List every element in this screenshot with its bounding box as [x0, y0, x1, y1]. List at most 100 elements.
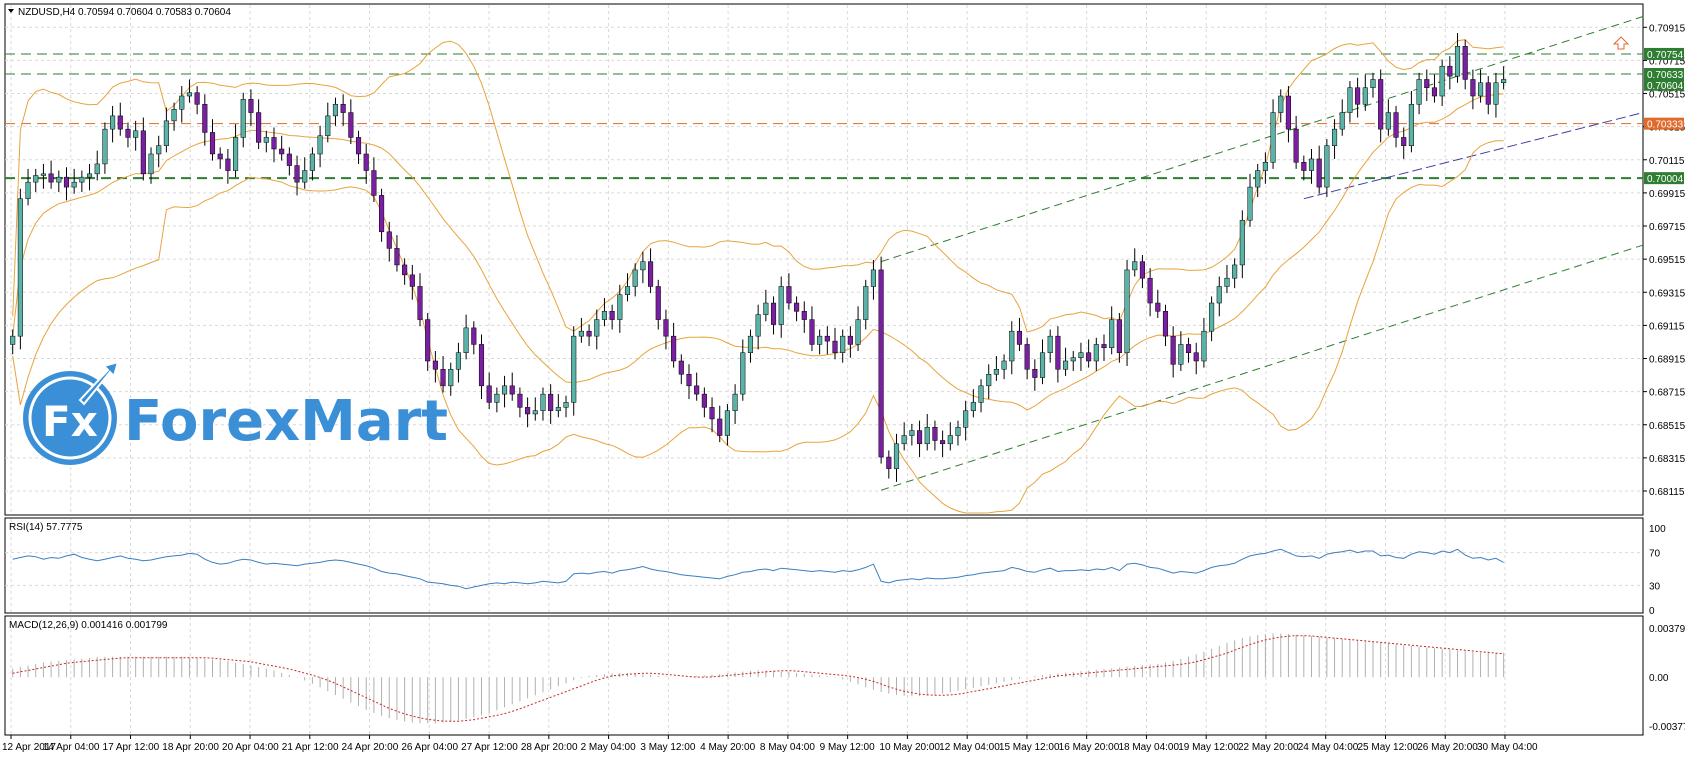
candle-bull — [763, 302, 769, 315]
candle-bull — [532, 410, 538, 415]
candle-bull — [79, 176, 85, 183]
price-tick-label: 0.69315 — [1649, 288, 1685, 299]
candle-bull — [978, 385, 984, 403]
candle-bull — [755, 314, 761, 337]
candle-bull — [840, 335, 846, 353]
candle-bull — [1331, 128, 1338, 146]
time-tick-label: 10 May 20:00 — [879, 742, 940, 753]
time-tick-label: 27 Apr 12:00 — [461, 742, 518, 753]
candle-bull — [1501, 79, 1507, 84]
macd-tick-label: 0.00 — [1649, 673, 1669, 684]
candle-bull — [594, 319, 600, 337]
candle-bear — [386, 231, 392, 249]
rsi-tick-label: 30 — [1649, 581, 1661, 592]
price-tick-label: 0.70915 — [1649, 23, 1685, 34]
candle-bear — [1139, 261, 1145, 279]
candle-bear — [1116, 319, 1122, 353]
macd-signal-line — [12, 635, 1504, 722]
candle-bull — [186, 92, 193, 97]
candle-bull — [1178, 344, 1184, 365]
price-tag-label: 0.70633 — [1647, 70, 1684, 81]
candle-bull — [1278, 95, 1284, 113]
price-tick-label: 0.70515 — [1649, 90, 1685, 101]
logo-text: ForexMart — [124, 389, 448, 454]
time-tick-label: 25 May 12:00 — [1357, 742, 1418, 753]
candle-bull — [901, 435, 907, 445]
candle-bull — [747, 335, 754, 353]
time-tick-label: 26 May 20:00 — [1417, 742, 1478, 753]
time-tick-label: 14 Apr 04:00 — [43, 742, 100, 753]
rsi-tick-label: 0 — [1649, 606, 1655, 617]
candle-bear — [1086, 352, 1092, 362]
candle-bull — [624, 286, 631, 295]
candle-bull — [1247, 186, 1253, 221]
candle-bear — [379, 195, 385, 233]
bollinger-lo — [12, 140, 1504, 514]
candle-bull — [102, 128, 108, 165]
candle-bull — [1109, 319, 1115, 348]
candle-bear — [125, 128, 131, 138]
candle-bull — [86, 173, 93, 178]
candle-bear — [117, 115, 123, 130]
candle-bear — [517, 393, 523, 408]
candle-bull — [740, 352, 746, 395]
candle-bull — [309, 153, 315, 171]
candle-bull — [1132, 261, 1138, 271]
time-tick-label: 2 May 04:00 — [581, 742, 636, 753]
logo-badge-text: Fx — [42, 397, 98, 446]
candle-bear — [1447, 65, 1453, 77]
time-tick-label: 22 May 20:00 — [1238, 742, 1299, 753]
candle-bear — [1431, 87, 1438, 97]
candle-bear — [1355, 87, 1361, 105]
rsi-panel-frame — [4, 517, 1644, 614]
candle-bull — [263, 137, 269, 143]
price-tick-label: 0.68915 — [1649, 355, 1685, 366]
candle-bull — [578, 330, 584, 337]
candle-bear — [648, 261, 654, 287]
candle-bear — [847, 335, 853, 345]
candle-bull — [1416, 79, 1422, 105]
candle-bear — [1293, 128, 1299, 163]
candle-bear — [609, 311, 615, 320]
candle-bear — [279, 148, 285, 155]
candle-bull — [1478, 82, 1484, 97]
candle-bull — [970, 402, 976, 411]
candle-bull — [1239, 219, 1245, 266]
candle-bear — [932, 426, 938, 441]
candle-bull — [993, 369, 999, 375]
candle-bear — [202, 104, 208, 133]
time-tick-label: 8 May 04:00 — [760, 742, 815, 753]
candle-bull — [732, 393, 738, 411]
macd-header: MACD(12,26,9) 0.001416 0.001799 — [9, 620, 168, 631]
candle-bear — [1401, 137, 1407, 146]
candle-bull — [1370, 79, 1376, 88]
candle-bull — [71, 181, 77, 188]
candle-bull — [302, 170, 308, 183]
candle-bear — [1393, 112, 1399, 138]
candle-bull — [1009, 330, 1015, 362]
candle-bear — [417, 286, 423, 320]
price-tick-label: 0.69115 — [1649, 321, 1685, 332]
candle-bull — [563, 402, 569, 408]
candle-bear — [709, 407, 715, 420]
candle-bull — [1201, 330, 1207, 362]
candle-bear — [1024, 344, 1030, 370]
candle-bull — [1209, 302, 1215, 332]
logo-badge-icon — [23, 371, 117, 465]
candle-bear — [363, 153, 369, 171]
candle-bull — [1385, 112, 1391, 130]
candle-bull — [617, 294, 623, 320]
price-tag-label: 0.70604 — [1647, 81, 1684, 92]
chart-menu-arrow-icon[interactable] — [8, 9, 14, 13]
candle-bull — [110, 115, 116, 130]
candle-bear — [663, 319, 669, 337]
candle-bull — [233, 137, 239, 171]
candle-bear — [886, 456, 892, 469]
symbol-header: NZDUSD,H4 0.70594 0.70604 0.70583 0.7060… — [18, 7, 231, 18]
candle-bear — [1185, 344, 1192, 353]
candle-bear — [548, 393, 554, 411]
candle-bull — [724, 410, 730, 436]
candle-bull — [1070, 357, 1076, 362]
